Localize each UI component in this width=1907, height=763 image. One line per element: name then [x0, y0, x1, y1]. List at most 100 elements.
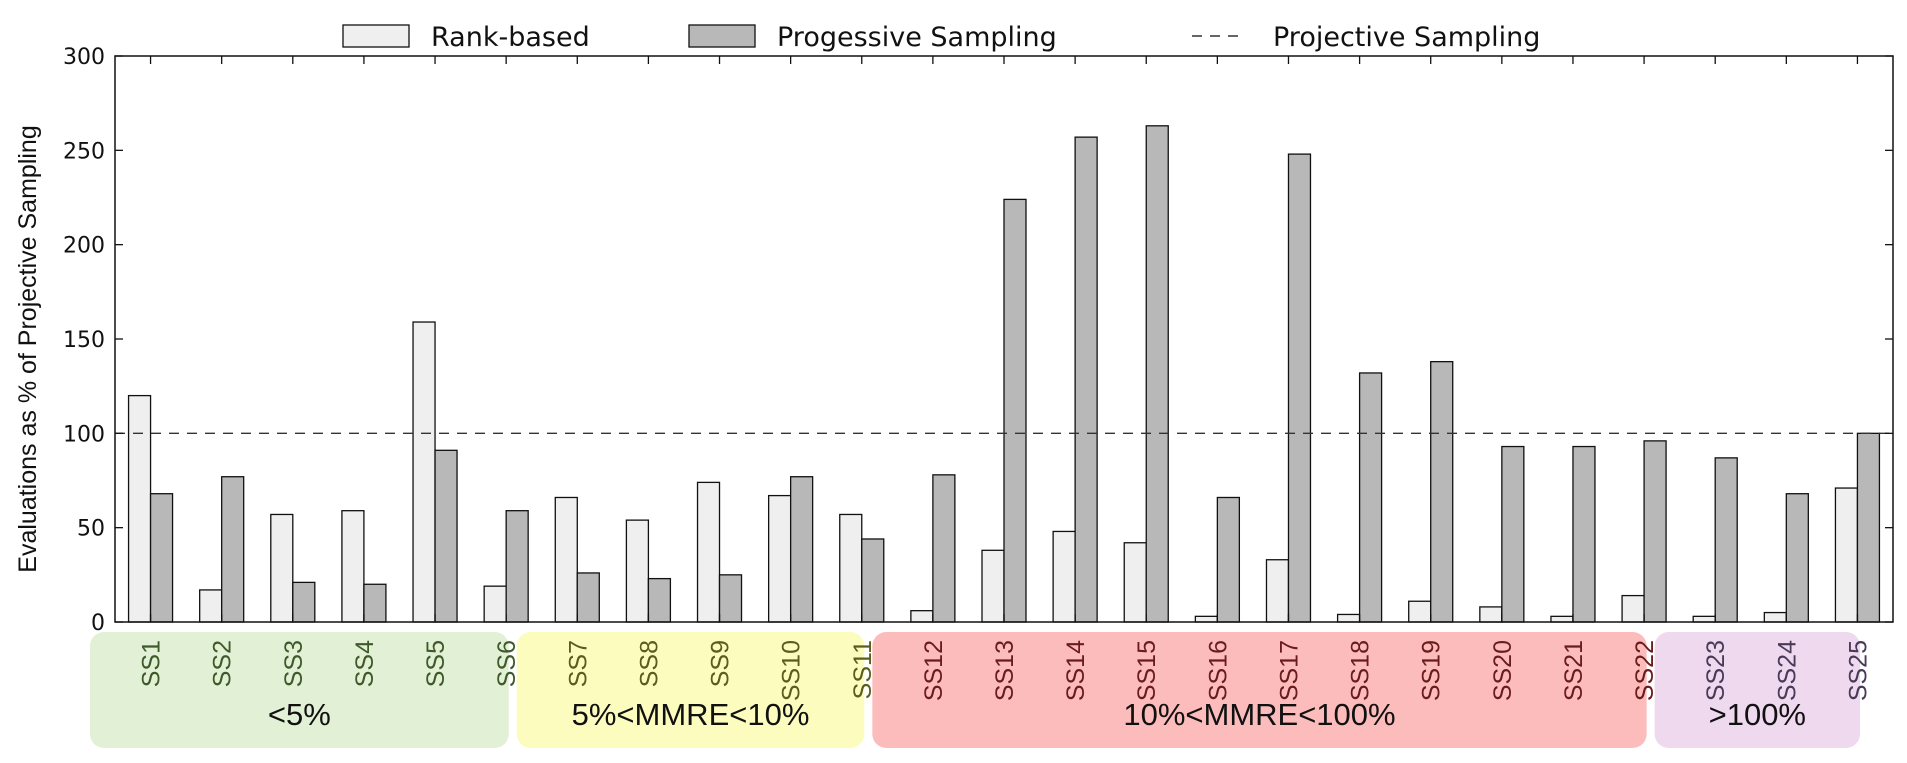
bars	[127, 125, 1881, 623]
group-labels: <5% 5%<MMRE<10% 10%<MMRE<100% >100%	[268, 697, 1806, 732]
bar-progressive-SS1	[149, 493, 174, 623]
bar-progressive-SS3	[292, 581, 316, 623]
bar-progressive-SS5	[434, 449, 458, 623]
bar-rank-based-SS8	[625, 519, 650, 623]
group-bg-1	[516, 632, 865, 748]
legend-progressive-sampling: Progessive Sampling	[688, 22, 1057, 53]
x-tick-label-SS7: SS7	[564, 640, 592, 687]
bar-rank-based-SS11	[839, 513, 863, 623]
bar-rank-based-SS19	[1408, 600, 1432, 623]
x-tick-label-SS3: SS3	[280, 640, 308, 687]
bar-progressive-SS4	[363, 583, 387, 623]
bar-rank-based-SS20	[1479, 606, 1503, 623]
bar-progressive-SS7	[576, 572, 600, 623]
legend: Rank-based Progessive Sampling Projective …	[342, 22, 1540, 53]
x-tick-label-SS21: SS21	[1560, 640, 1588, 701]
x-tick-label-SS20: SS20	[1489, 640, 1517, 701]
bar-rank-based-SS6	[483, 585, 507, 623]
y-axis-label: Evaluations as % of Projective Sampling	[14, 125, 42, 572]
x-tick-label-SS10: SS10	[778, 640, 806, 701]
x-tick-label-SS6: SS6	[493, 640, 521, 687]
group-bg-3	[1654, 632, 1860, 748]
bar-rank-based-SS13	[981, 549, 1005, 623]
x-tick-label-SS19: SS19	[1418, 640, 1446, 701]
bar-rank-based-SS10	[767, 494, 792, 623]
group-bg-0	[90, 632, 509, 748]
bar-progressive-SS2	[221, 476, 245, 623]
group-label-1: 5%<MMRE<10%	[572, 697, 810, 732]
x-tick-labels: SS1 SS2 SS3 SS4 SS5 SS6 SS7 SS8 SS9 SS10 SS11 SS12 S…	[138, 640, 1873, 701]
legend-projective-sampling-label: Projective Sampling	[1273, 22, 1540, 53]
bar-rank-based-SS24	[1763, 611, 1787, 623]
x-tick-label-SS13: SS13	[991, 640, 1019, 701]
group-bg-2	[872, 632, 1647, 748]
bar-rank-based-SS2	[199, 589, 223, 623]
bar-progressive-SS22	[1643, 440, 1667, 623]
bar-rank-based-SS4	[341, 510, 365, 623]
bar-progressive-SS14	[1074, 136, 1098, 623]
group-label-0: <5%	[268, 697, 331, 732]
bar-progressive-SS13	[1003, 198, 1027, 623]
legend-rank-based-label: Rank-based	[431, 22, 590, 53]
legend-rank-based: Rank-based	[342, 22, 590, 53]
legend-projective-sampling: Projective Sampling	[1192, 22, 1540, 53]
y-axis: 0 50 100 150 200 250 300	[63, 45, 1893, 636]
y-tick-label: 300	[63, 45, 105, 70]
y-tick-label: 150	[63, 328, 105, 353]
bar-progressive-SS16	[1216, 496, 1241, 623]
bar-progressive-SS10	[789, 476, 814, 623]
x-tick-label-SS8: SS8	[635, 640, 663, 687]
y-tick-label: 0	[91, 611, 105, 636]
bar-rank-based-SS23	[1692, 615, 1716, 623]
group-label-3: >100%	[1709, 697, 1806, 732]
bar-rank-based-SS1	[127, 394, 152, 623]
x-tick-label-SS2: SS2	[209, 640, 237, 687]
x-tick-label-SS25: SS25	[1844, 640, 1872, 701]
y-tick-label: 250	[63, 139, 105, 164]
x-tick-label-SS12: SS12	[920, 640, 948, 701]
bar-rank-based-SS21	[1550, 615, 1574, 623]
y-tick-label: 50	[77, 517, 105, 542]
group-label-2: 10%<MMRE<100%	[1123, 697, 1395, 732]
bar-rank-based-SS22	[1621, 594, 1645, 623]
x-tick-label-SS1: SS1	[138, 640, 166, 687]
bar-rank-based-SS25	[1834, 487, 1859, 623]
y-tick-label: 100	[63, 422, 105, 447]
group-backgrounds	[90, 632, 1860, 748]
bar-progressive-SS15	[1145, 125, 1169, 623]
x-tick-label-SS22: SS22	[1631, 640, 1659, 701]
x-tick-label-SS18: SS18	[1347, 640, 1375, 701]
legend-progressive-sampling-swatch	[688, 24, 756, 48]
bar-progressive-SS20	[1501, 445, 1525, 623]
x-tick-label-SS9: SS9	[707, 640, 735, 687]
bar-rank-based-SS17	[1265, 559, 1290, 623]
bar-rank-based-SS18	[1336, 613, 1361, 623]
x-tick-label-SS5: SS5	[422, 640, 450, 687]
x-tick-label-SS16: SS16	[1204, 640, 1232, 701]
bar-progressive-SS21	[1572, 445, 1596, 623]
y-tick-label: 200	[63, 234, 105, 259]
bar-progressive-SS8	[647, 577, 672, 623]
bar-rank-based-SS7	[554, 496, 578, 623]
bar-progressive-SS11	[861, 538, 885, 623]
bar-progressive-SS18	[1358, 372, 1383, 623]
bar-progressive-SS23	[1714, 457, 1738, 623]
x-tick-label-SS15: SS15	[1133, 640, 1161, 701]
bar-rank-based-SS5	[412, 321, 436, 623]
bar-rank-based-SS14	[1052, 530, 1076, 623]
x-tick-label-SS23: SS23	[1702, 640, 1730, 701]
bar-rank-based-SS15	[1123, 542, 1147, 623]
x-tick-label-SS4: SS4	[351, 640, 379, 687]
x-tick-label-SS14: SS14	[1062, 640, 1090, 701]
bar-progressive-SS24	[1785, 493, 1809, 623]
bar-rank-based-SS3	[270, 513, 294, 623]
x-tick-label-SS11: SS11	[849, 640, 877, 699]
bar-rank-based-SS16	[1194, 615, 1219, 623]
bar-progressive-SS6	[505, 510, 529, 623]
x-tick-label-SS17: SS17	[1275, 640, 1303, 701]
legend-progressive-sampling-label: Progessive Sampling	[777, 22, 1057, 53]
bar-rank-based-SS12	[910, 610, 934, 623]
bar-progressive-SS25	[1856, 432, 1881, 623]
legend-rank-based-swatch	[342, 24, 410, 48]
bar-progressive-SS17	[1287, 153, 1312, 623]
